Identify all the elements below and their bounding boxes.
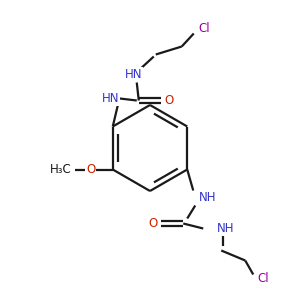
Text: HN: HN [125, 68, 142, 81]
Text: H₃C: H₃C [50, 163, 72, 176]
Text: Cl: Cl [198, 22, 210, 35]
Text: Cl: Cl [257, 272, 269, 285]
Text: O: O [148, 217, 158, 230]
Text: HN: HN [102, 92, 119, 105]
Text: NH: NH [217, 222, 235, 235]
Text: O: O [164, 94, 173, 107]
Text: NH: NH [199, 191, 217, 204]
Text: O: O [86, 163, 95, 176]
